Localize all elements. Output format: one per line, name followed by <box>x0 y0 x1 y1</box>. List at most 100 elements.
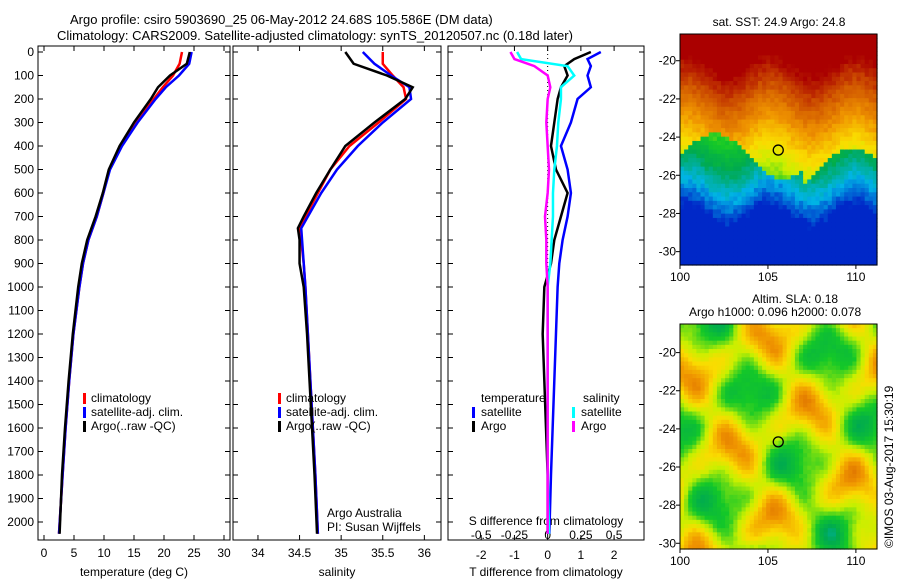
map-cell <box>716 336 722 342</box>
map-cell <box>716 478 722 483</box>
map-cell <box>725 490 730 496</box>
map-cell <box>790 119 796 125</box>
map-cell <box>745 482 751 488</box>
map-cell <box>856 217 862 223</box>
map-cell <box>696 140 702 146</box>
map-cell <box>827 72 833 78</box>
map-cell <box>770 344 775 350</box>
map-cell <box>794 528 800 533</box>
map-cell <box>680 474 685 479</box>
map-cell <box>766 89 771 95</box>
map-cell <box>815 200 821 206</box>
map-cell <box>766 119 771 125</box>
map-cell <box>749 536 755 542</box>
map-cell <box>716 111 722 116</box>
map-cell <box>770 175 775 181</box>
map-cell <box>872 111 878 116</box>
map-cell <box>721 474 726 479</box>
map-cell <box>770 239 775 245</box>
map-cell <box>856 136 862 142</box>
map-cell <box>721 175 726 181</box>
map-cell <box>762 532 767 538</box>
map-cell <box>753 428 759 433</box>
map-cell <box>811 478 817 483</box>
map-cell <box>753 111 759 116</box>
map-cell <box>823 222 829 228</box>
map-cell <box>757 424 763 429</box>
map-cell <box>778 34 784 39</box>
map-cell <box>864 162 870 168</box>
map-cell <box>696 369 702 375</box>
map-cell <box>831 419 837 425</box>
map-cell <box>680 200 685 206</box>
map-cell <box>704 407 710 413</box>
map-cell <box>835 158 841 163</box>
map-cell <box>782 478 788 483</box>
map-cell <box>819 340 825 346</box>
map-cell <box>700 123 706 129</box>
map-cell <box>868 102 874 108</box>
map-cell <box>704 332 710 338</box>
map-cell <box>799 34 804 39</box>
map-cell <box>815 474 821 479</box>
map-cell <box>872 166 878 172</box>
map-cell <box>741 59 747 65</box>
map-cell <box>696 213 702 219</box>
map-cell <box>778 482 784 488</box>
map-cell <box>778 209 784 215</box>
map-cell <box>860 260 866 266</box>
map-cell <box>872 226 878 232</box>
map-cell <box>864 89 870 95</box>
map-cell <box>770 378 775 383</box>
map-cell <box>823 252 829 258</box>
map-cell <box>708 252 714 258</box>
map-cell <box>827 81 833 86</box>
map-cell <box>831 486 837 492</box>
map-cell <box>766 188 771 193</box>
map-cell <box>786 132 792 138</box>
map-cell <box>782 540 788 546</box>
map-cell <box>741 482 747 488</box>
map-cell <box>831 528 837 533</box>
map-cell <box>721 42 726 48</box>
map-cell <box>860 68 866 74</box>
map-cell <box>680 403 685 408</box>
y-tick-label: 1300 <box>7 351 34 365</box>
map-cell <box>860 243 866 249</box>
map-cell <box>753 51 759 56</box>
map-cell <box>729 217 734 223</box>
map-cell <box>790 209 796 215</box>
map-cell <box>819 209 825 215</box>
map-cell <box>848 123 853 129</box>
map-cell <box>823 494 829 500</box>
map-cell <box>778 230 784 236</box>
map-cell <box>745 192 751 198</box>
map-cell <box>827 111 833 116</box>
map-cell <box>704 170 710 176</box>
map-cell <box>725 436 730 442</box>
map-cell <box>827 394 833 400</box>
map-cell <box>799 386 804 392</box>
map-cell <box>778 149 784 155</box>
map-cell <box>737 235 743 240</box>
map-cell <box>688 226 693 232</box>
map-cell <box>856 179 862 185</box>
map-cell <box>733 42 739 48</box>
map-cell <box>864 153 870 159</box>
map-cell <box>708 93 714 99</box>
map-cell <box>753 76 759 82</box>
map-cell <box>741 158 747 163</box>
map-cell <box>733 217 739 223</box>
x2-tick-label: -0.25 <box>501 528 529 542</box>
map-cell <box>815 482 821 488</box>
map-cell <box>749 390 755 396</box>
map-cell <box>803 519 808 525</box>
map-cell <box>716 540 722 546</box>
map-cell <box>782 515 788 521</box>
map-cell <box>872 217 878 223</box>
map-cell <box>766 503 771 508</box>
map-cell <box>815 76 821 82</box>
map-cell <box>823 349 829 354</box>
map-cell <box>737 444 743 450</box>
map-cell <box>860 81 866 86</box>
